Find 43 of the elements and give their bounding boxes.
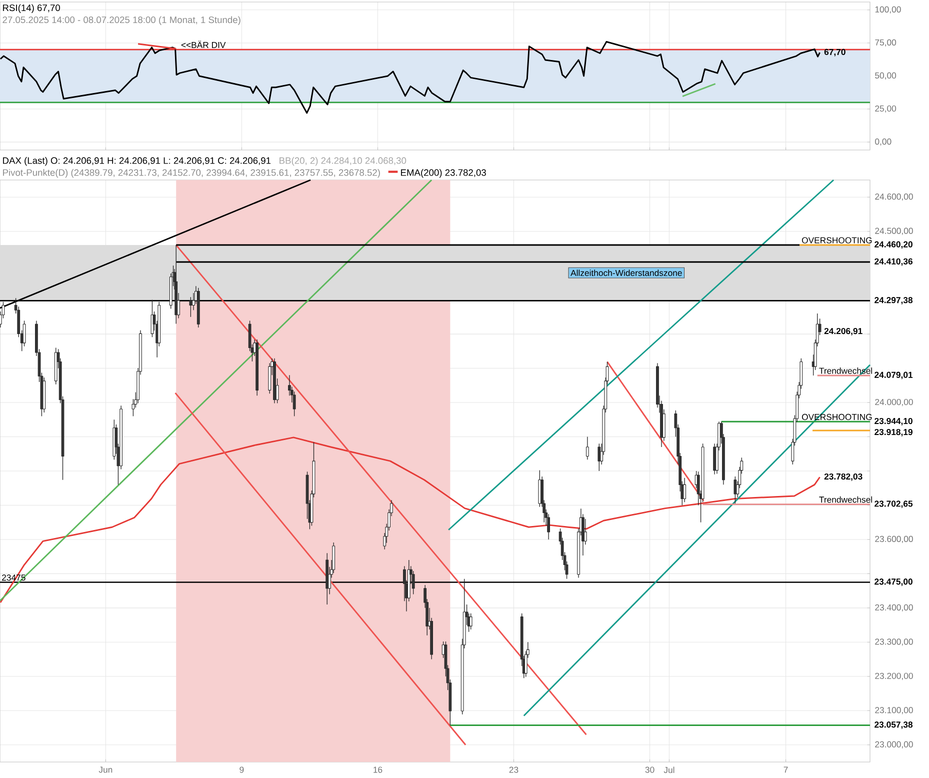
y-tick-label: 24.000,00 (875, 398, 913, 406)
y-tick-label: 23.600,00 (875, 536, 913, 544)
y-tick-label: 23.000,00 (875, 741, 913, 748)
y-tick-label: 23.300,00 (875, 638, 913, 646)
data-label: 67,70 (824, 48, 846, 56)
y-tick-label: 50,00 (875, 72, 896, 80)
data-label: 23.702,65 (874, 500, 913, 508)
x-tick-label: 7 (784, 766, 788, 773)
y-tick-label: 23.200,00 (875, 672, 913, 680)
x-tick-label: 30 (645, 766, 654, 773)
x-tick-label: Jul (664, 766, 674, 774)
annotation: <<BÄR DIV (181, 40, 226, 48)
annotation: 24.206,91 (824, 328, 862, 336)
x-tick-label: 23 (509, 766, 518, 773)
data-label: 23.057,38 (874, 722, 913, 729)
y-tick-label: 24.600,00 (875, 194, 913, 201)
chart-subtitle: Pivot-Punkte(D) (24389.79, 24231.73, 24152.70, 23994.64, 23915.61, 23757.55, 23678.52) (3, 169, 380, 178)
band-label: Allzeithoch-Widerstandszone (570, 270, 682, 276)
x-tick-label: Jun (98, 766, 112, 773)
chart-title: DAX (Last) O: 24.206,91 H: 24.206,91 L: 24.206,91 C: 24.206,91 (3, 157, 271, 166)
y-tick-label: 23.100,00 (875, 707, 913, 714)
y-tick-label: 25,00 (875, 105, 896, 113)
annotation: OVERSHOOTING (802, 237, 872, 244)
data-label: 24.460,20 (874, 241, 912, 249)
data-label: 24.410,36 (874, 258, 912, 266)
text: 27.05.2025 14:00 - 08.07.2025 18:00 (1 Monat, 1 Stunde) (2, 16, 240, 25)
data-label: 23.918,19 (874, 428, 912, 436)
ref-line-label: 24.297,38 (874, 297, 913, 304)
y-tick-label: 100,00 (875, 6, 901, 14)
y-tick-label: 23.400,00 (875, 604, 913, 612)
legend-label: EMA(200) 23.782,03 (401, 169, 486, 178)
annotation: Trendwechsel (819, 496, 872, 503)
x-tick-label: 9 (240, 766, 244, 773)
chart-title: RSI(14) 67,70 (3, 4, 60, 13)
data-label: 24.079,01 (874, 372, 913, 380)
data-label: 23.782,03 (824, 473, 862, 481)
y-tick-label: 75,00 (875, 39, 896, 47)
ref-line-label: 23.475,00 (874, 578, 912, 586)
data-label: 23.944,10 (874, 418, 912, 426)
y-tick-label: 0,00 (875, 138, 892, 146)
text: BB(20, 2) 24.284,10 24.068,30 (280, 157, 406, 166)
y-tick-label: 24.500,00 (875, 228, 913, 235)
x-tick-label: 16 (374, 766, 382, 773)
